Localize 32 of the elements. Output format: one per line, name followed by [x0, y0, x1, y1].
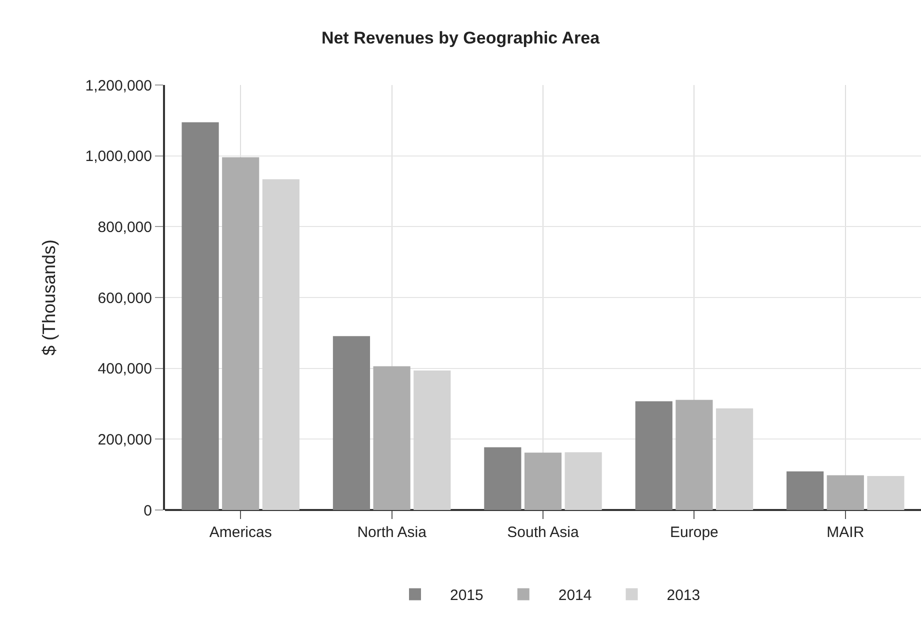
bar [564, 452, 602, 510]
y-tick-label: 1,200,000 [85, 77, 152, 94]
y-tick-label: 800,000 [98, 218, 152, 236]
bar [373, 366, 410, 510]
y-tick-label: 400,000 [98, 360, 152, 378]
chart-title: Net Revenues by Geographic Area [321, 28, 600, 48]
bar [635, 401, 672, 510]
x-tick-label: MAIR [826, 524, 864, 541]
bar [676, 400, 713, 510]
y-tick-label: 1,000,000 [85, 148, 152, 166]
bar [182, 122, 219, 510]
bar [867, 476, 904, 510]
bar [716, 408, 754, 510]
bar [262, 179, 300, 510]
y-tick-label: 200,000 [98, 431, 152, 448]
y-tick-label: 600,000 [98, 290, 152, 307]
legend-label: 2014 [558, 587, 592, 604]
legend-label: 2013 [666, 587, 700, 604]
x-tick-label: Europe [670, 524, 718, 541]
bar [332, 336, 370, 510]
x-tick-label: South Asia [507, 524, 580, 541]
bar [524, 452, 562, 510]
legend-label: 2015 [450, 587, 484, 604]
x-tick-label: Americas [209, 524, 272, 541]
bar [222, 157, 260, 510]
bar [786, 471, 824, 510]
y-axis-title: $ (Thousands) [38, 239, 59, 356]
bar [414, 370, 451, 510]
bar [484, 447, 522, 510]
bar [826, 475, 864, 510]
x-tick-label: North Asia [357, 524, 428, 541]
y-tick-label: 0 [144, 502, 152, 520]
